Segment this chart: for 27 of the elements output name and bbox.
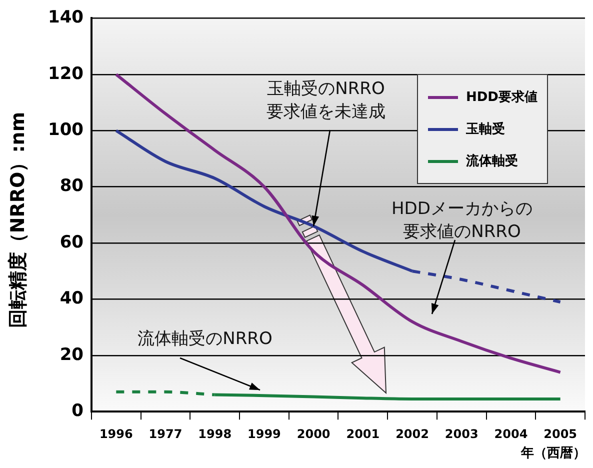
- x-tick-label: 2005: [544, 426, 578, 441]
- x-tick-label: 1977: [148, 426, 182, 441]
- x-tick-label: 2002: [396, 426, 429, 441]
- annotation: 玉軸受のNRRO要求値を未達成: [266, 78, 386, 124]
- x-tick-label: 2000: [296, 426, 330, 441]
- y-tick-label: 100: [48, 120, 84, 140]
- legend-label: 玉軸受: [465, 120, 506, 140]
- y-tick-label: 40: [60, 288, 84, 309]
- y-tick-label: 0: [72, 401, 84, 422]
- annotation: 流体軸受のNRRO: [136, 328, 274, 351]
- annotation: HDDメーカからの要求値のNRRO: [390, 198, 534, 244]
- line-series: [114, 72, 562, 374]
- x-tick-label: 2004: [494, 426, 528, 441]
- x-tick-label: 1996: [99, 426, 133, 441]
- x-tick-label: 1998: [198, 426, 232, 441]
- x-tick-label: 1999: [248, 426, 281, 441]
- y-tick-label: 60: [60, 232, 84, 252]
- y-tick-label: 20: [60, 344, 84, 365]
- y-tick-label: 140: [48, 8, 84, 28]
- x-tick-label: 2001: [346, 426, 380, 441]
- x-tick-label: 2003: [444, 426, 478, 441]
- y-tick-label: 80: [60, 176, 84, 196]
- y-tick-label: 120: [48, 64, 84, 84]
- legend-label: 流体軸受: [465, 152, 519, 172]
- y-axis-title: 回転精度（NRRO）:nm: [6, 112, 30, 328]
- legend-label: HDD要求値: [465, 89, 538, 108]
- x-axis-title: 年（西暦）: [520, 444, 586, 462]
